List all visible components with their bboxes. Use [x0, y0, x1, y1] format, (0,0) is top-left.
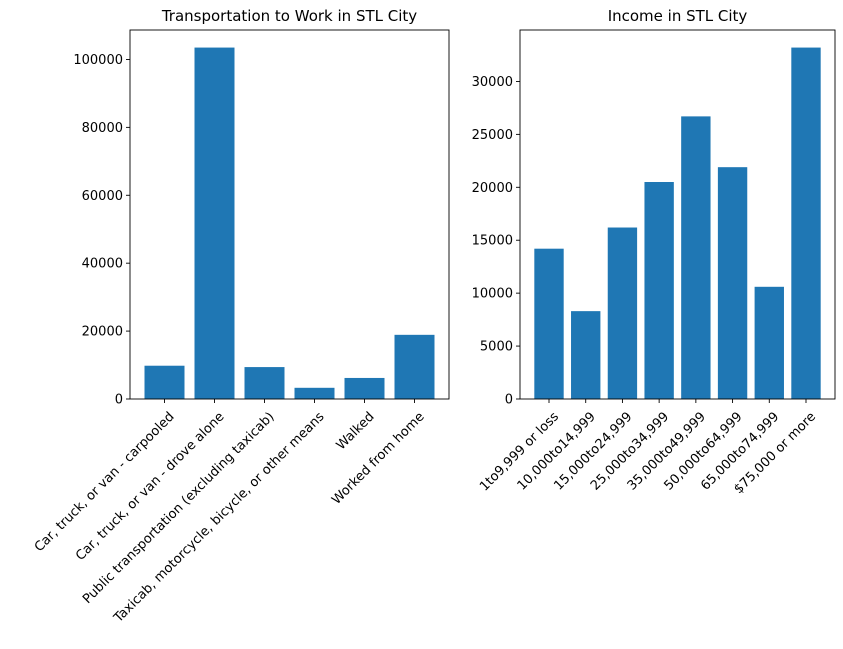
chart-title: Income in STL City — [608, 7, 748, 25]
bar — [717, 167, 748, 399]
bar — [394, 334, 435, 399]
bar — [571, 311, 601, 399]
y-tick-label: 5000 — [480, 340, 513, 355]
bar — [144, 365, 185, 399]
bar — [644, 182, 674, 399]
y-tick-label: 100000 — [73, 53, 123, 68]
bar — [534, 248, 564, 399]
y-tick-label: 30000 — [472, 75, 513, 90]
y-tick-label: 60000 — [82, 189, 123, 204]
bar — [681, 116, 711, 399]
bar — [344, 377, 385, 399]
bar — [754, 286, 784, 399]
chart-title: Transportation to Work in STL City — [161, 7, 417, 25]
x-tick-label: Walked — [334, 409, 378, 453]
x-tick-label: Worked from home — [329, 409, 427, 507]
y-tick-label: 0 — [505, 393, 513, 408]
y-tick-label: 15000 — [472, 234, 513, 249]
y-tick-label: 0 — [115, 393, 123, 408]
y-tick-label: 20000 — [472, 181, 513, 196]
bar — [294, 387, 335, 399]
bar — [244, 367, 285, 399]
y-tick-label: 10000 — [472, 287, 513, 302]
y-tick-label: 80000 — [82, 121, 123, 136]
bar — [194, 47, 235, 399]
y-tick-label: 25000 — [472, 128, 513, 143]
bar — [791, 47, 821, 399]
axes-frame — [519, 29, 836, 400]
axes-frame — [129, 29, 450, 400]
x-tick-label: Public transportation (excluding taxicab… — [80, 409, 277, 606]
bar — [607, 227, 638, 399]
y-tick-label: 40000 — [82, 257, 123, 272]
y-tick-label: 20000 — [82, 325, 123, 340]
